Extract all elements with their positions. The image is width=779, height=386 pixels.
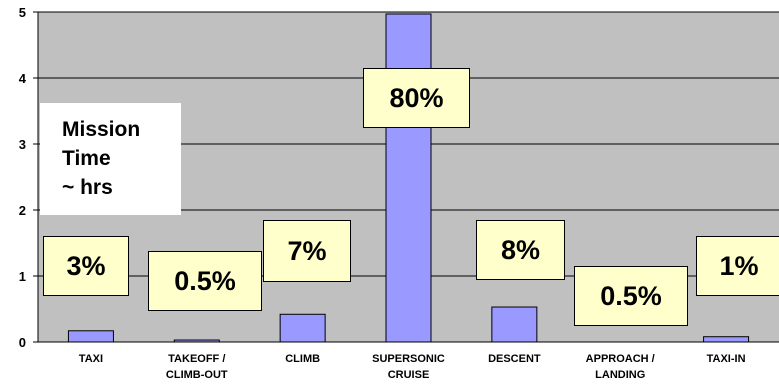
pct-label-supersonic-cruise: 80% [363,68,470,128]
x-category-label: TAKEOFF / CLIMB-OUT [166,353,228,381]
x-category-label: SUPERSONIC CRUISE [372,353,445,381]
bar [67,330,114,343]
bar [491,306,538,343]
pct-label-taxi: 3% [43,236,129,296]
bar [279,313,326,343]
y-tick-label: 5 [19,5,26,20]
y-axis-title: Mission Time ~ hrs [40,103,181,215]
y-tick-label: 4 [19,71,27,86]
y-tick-label: 3 [19,137,26,152]
x-category-label: TAXI [79,353,103,365]
x-category-label: APPROACH / LANDING [586,353,655,381]
pct-label-taxi-in: 1% [696,236,779,296]
y-axis-title-line-1: Mission [62,118,141,141]
y-tick-label: 2 [19,203,26,218]
x-category-label: CLIMB [285,353,320,365]
pct-label-takeoff: 0.5% [148,251,262,311]
y-axis-title-line-3: ~ hrs [62,176,113,199]
bar [703,336,750,343]
bar [385,13,432,343]
x-category-label: DESCENT [488,353,541,365]
y-axis-title-line-2: Time [62,147,111,170]
pct-label-descent: 8% [476,220,565,280]
pct-label-climb: 7% [263,220,351,282]
y-tick-label: 0 [19,335,26,350]
pct-label-approach: 0.5% [574,266,688,326]
y-tick-label: 1 [19,269,26,284]
x-category-label: TAXI-IN [707,353,746,365]
